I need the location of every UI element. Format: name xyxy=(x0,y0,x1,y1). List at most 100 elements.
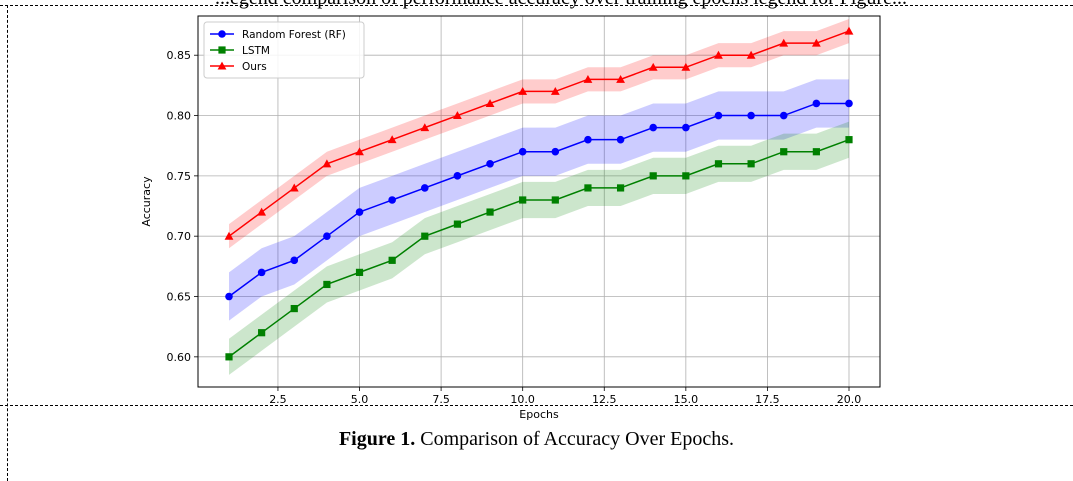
random-forest-rf-point xyxy=(323,232,331,240)
random-forest-rf-line xyxy=(228,102,849,298)
ours-point xyxy=(681,62,691,71)
lstm-point xyxy=(616,184,625,192)
ours-point xyxy=(289,183,299,192)
lstm-point xyxy=(714,160,723,168)
figure-caption: Figure 1. Comparison of Accuracy Over Ep… xyxy=(0,428,1073,451)
random-forest-rf-point xyxy=(649,123,658,132)
x-tick-label: 12.5 xyxy=(592,393,617,406)
random-forest-rf-point xyxy=(682,123,690,132)
lstm-point xyxy=(812,148,820,156)
lstm-point xyxy=(649,172,657,180)
series-markers xyxy=(224,26,854,361)
lstm-point xyxy=(584,184,592,192)
ours-point xyxy=(355,147,364,156)
x-tick-label: 15.0 xyxy=(674,393,699,406)
lstm-point xyxy=(355,268,364,276)
header-text-fragment: ...egend comparison of performance accur… xyxy=(215,0,907,10)
lstm-point xyxy=(682,172,690,180)
random-forest-rf-band xyxy=(229,79,849,321)
lstm-point xyxy=(845,136,853,144)
ours-point xyxy=(453,111,462,120)
random-forest-rf-point xyxy=(584,135,592,144)
x-tick-label: 20.0 xyxy=(837,393,862,406)
legend-marker xyxy=(218,30,226,38)
y-tick-label: 0.80 xyxy=(167,110,192,123)
lstm-point xyxy=(225,353,233,361)
random-forest-rf-point xyxy=(453,172,462,180)
legend-box xyxy=(203,21,365,79)
random-forest-rf-point xyxy=(257,268,266,277)
figure-caption-text: Comparison of Accuracy Over Epochs. xyxy=(415,428,735,450)
y-tick-label: 0.85 xyxy=(167,49,192,62)
random-forest-rf-point xyxy=(290,256,299,265)
ours-point xyxy=(420,123,430,132)
random-forest-rf-point xyxy=(714,111,723,120)
lstm-point xyxy=(421,232,429,240)
random-forest-rf-point xyxy=(388,196,396,204)
random-forest-rf-point xyxy=(779,111,788,120)
random-forest-rf-point xyxy=(616,135,625,144)
random-forest-rf-point xyxy=(551,147,560,156)
ours-point xyxy=(779,38,789,47)
legend-label: Random Forest (RF) xyxy=(242,29,346,41)
ours-point xyxy=(485,99,495,107)
lstm-point xyxy=(290,304,298,313)
legend-marker xyxy=(218,46,226,54)
y-tick-label: 0.65 xyxy=(167,291,192,304)
lstm-point xyxy=(323,280,331,289)
legend: Random Forest (RF) LSTM Ours xyxy=(203,21,365,79)
ours-line xyxy=(228,30,850,237)
random-forest-rf-point xyxy=(420,184,429,192)
ours-band xyxy=(229,19,849,249)
x-tick-label: 2.5 xyxy=(269,393,287,406)
ours-point xyxy=(844,26,854,35)
lstm-point xyxy=(453,220,462,228)
random-forest-rf-point xyxy=(518,147,527,156)
ours-point xyxy=(714,50,723,59)
frame-left-border xyxy=(7,5,8,481)
x-axis-label: Epochs xyxy=(519,408,559,421)
ours-point xyxy=(322,159,332,168)
axis-ticks: 2.5 5.0 7.5 10.0 12.5 15.0 17.5 20.0 0.60 0.65 0.7… xyxy=(167,49,862,406)
lstm-point xyxy=(780,148,788,156)
y-axis-label: Accuracy xyxy=(140,176,153,227)
y-tick-label: 0.70 xyxy=(167,230,192,243)
frame-top-border xyxy=(0,5,1073,6)
legend-label: Ours xyxy=(242,61,267,73)
lstm-band xyxy=(229,121,849,375)
random-forest-rf-point xyxy=(747,111,755,120)
ours-point xyxy=(616,74,625,83)
ours-point xyxy=(257,207,267,216)
legend-label: LSTM xyxy=(242,45,270,57)
lstm-point xyxy=(486,208,494,216)
y-tick-label: 0.60 xyxy=(167,351,192,364)
x-tick-label: 7.5 xyxy=(432,393,450,406)
ours-point xyxy=(648,62,658,71)
plot-area-frame xyxy=(197,15,881,388)
ours-point xyxy=(583,74,593,83)
x-tick-label: 17.5 xyxy=(755,393,780,406)
lstm-point xyxy=(551,196,559,204)
x-tick-label: 5.0 xyxy=(351,393,369,406)
y-tick-label: 0.75 xyxy=(167,170,192,183)
ours-point xyxy=(746,50,756,59)
legend-marker xyxy=(217,61,227,70)
ours-point xyxy=(811,38,821,47)
lstm-point xyxy=(519,196,527,204)
confidence-bands xyxy=(229,19,849,375)
frame-divider xyxy=(0,405,1073,406)
x-tick-label: 10.0 xyxy=(510,393,535,406)
ours-point xyxy=(387,135,397,144)
lstm-point xyxy=(258,329,266,337)
random-forest-rf-point xyxy=(845,99,853,108)
ours-point xyxy=(550,87,560,95)
lstm-line xyxy=(228,138,850,358)
ours-point xyxy=(518,87,528,95)
ours-point xyxy=(224,231,234,240)
lstm-point xyxy=(747,160,755,168)
random-forest-rf-point xyxy=(225,292,233,301)
series-lines xyxy=(228,30,850,358)
random-forest-rf-point xyxy=(355,208,364,216)
